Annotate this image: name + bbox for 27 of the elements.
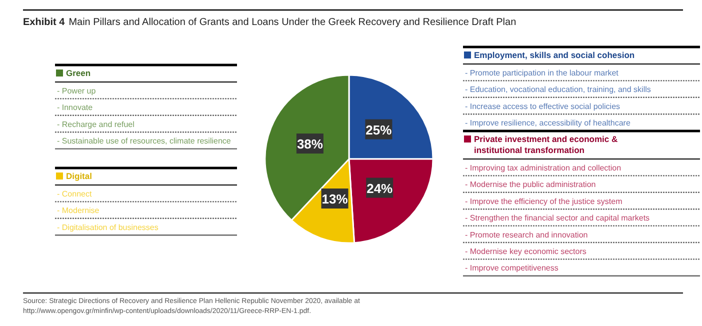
text: - Recharge and refuel [57, 120, 134, 129]
text: - Improve resilience, accessibility of healthcare [465, 118, 630, 128]
text: - Modernise the public administration [465, 180, 596, 190]
legend-label: Employment, skills and social cohesion [474, 50, 635, 60]
text: - Modernise [57, 206, 100, 216]
text: - Innovate [57, 103, 93, 112]
text: - Modernise key economic sectors [465, 247, 586, 256]
text: - Education, vocational education, training, and skills [465, 85, 651, 94]
text: - Power up [57, 86, 96, 96]
legend-label: Private investment and economic & institutional transformation [474, 134, 618, 155]
text: - Increase access to effective social policies [465, 102, 620, 111]
data-label: 13% [322, 192, 348, 207]
data-label: 24% [366, 180, 394, 196]
text: - Sustainable use of resources, climate resilience [57, 136, 231, 146]
data-label: 38% [296, 136, 324, 152]
chart-title: Exhibit 4 Main Pillars and Allocation of Grants and Loans Under the Greek Recovery and Resilience Draft Plan [23, 17, 516, 28]
text: - Strengthen the financial sector and capital markets [465, 214, 650, 223]
legend-label: Green [66, 68, 91, 78]
text: - Digitalisation of businesses [57, 222, 158, 232]
text: - Improve competitiveness [465, 264, 558, 273]
text: - Improving tax administration and collection [465, 164, 622, 172]
data-label: 25% [366, 122, 392, 138]
text: - Improve the efficiency of the justice system [465, 196, 622, 206]
text: - Promote research and innovation [465, 230, 588, 240]
text: - Connect [57, 190, 92, 198]
text: - Promote participation in the labour market [465, 68, 618, 78]
legend-label: Digital [66, 171, 92, 181]
